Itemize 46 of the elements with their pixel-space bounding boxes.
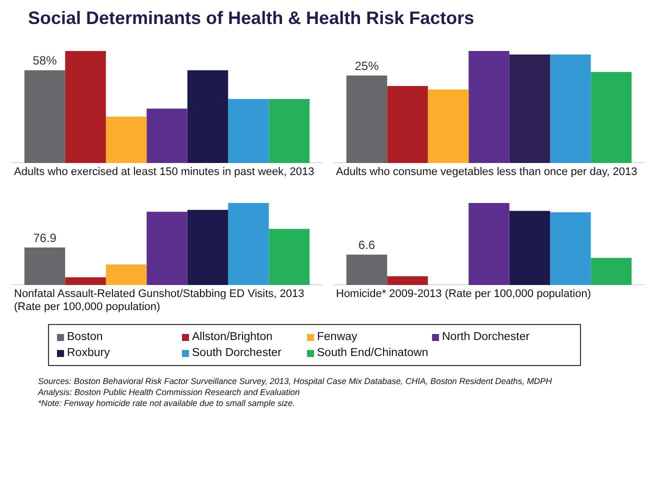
legend-label: South End/Chinatown <box>317 347 428 359</box>
bar <box>187 70 228 163</box>
bar <box>468 203 510 285</box>
bar <box>509 210 550 285</box>
bar <box>228 203 269 285</box>
bar <box>268 228 310 285</box>
bar <box>346 76 388 163</box>
bar <box>387 276 428 285</box>
bar <box>106 264 147 285</box>
data-label: 58% <box>32 54 58 68</box>
x-axis-title: Nonfatal Assault-Related Gunshot/Stabbing ED Visits, 2013 (Rate per 100,000 population) <box>13 287 306 314</box>
legend-label: Roxbury <box>67 347 110 359</box>
legend-label: Boston <box>67 331 103 343</box>
bar <box>187 210 228 285</box>
bar <box>346 254 388 285</box>
bar <box>268 99 310 163</box>
bar <box>24 70 66 163</box>
bar <box>468 51 510 163</box>
data-label: 76.9 <box>33 230 57 245</box>
text: *Note: Fenway homicide rate not available due to small sample size. <box>38 398 296 409</box>
bar <box>550 54 591 163</box>
legend-label: North Dorchester <box>442 331 530 343</box>
bar <box>228 99 269 163</box>
x-axis-title: Adults who exercised at least 150 minutes in past week, 2013 <box>13 165 316 179</box>
bar <box>550 212 591 285</box>
data-label: 6.6 <box>358 238 376 252</box>
bar <box>146 108 188 163</box>
bar <box>106 116 147 163</box>
chart-title: Social Determinants of Health & Health Risk Factors <box>28 8 476 29</box>
x-axis-title: Homicide* 2009-2013 (Rate per 100,000 population) <box>335 287 592 301</box>
bar <box>509 54 550 163</box>
data-label: 25% <box>354 58 380 73</box>
legend-label: Allston/Brighton <box>192 331 273 343</box>
bar <box>65 51 106 163</box>
bar <box>428 90 469 163</box>
bar <box>590 258 632 285</box>
text: Analysis: Boston Public Health Commission Research and Evaluation <box>38 387 301 398</box>
legend-label: South Dorchester <box>192 347 282 359</box>
legend-label: Fenway <box>317 331 358 343</box>
source-note: Sources: Boston Behavioral Risk Factor Surveillance Survey, 2013, Hospital Case Mix Database, CHIA, Boston Resident Deaths, MDPH <box>38 376 553 387</box>
x-axis-title: Adults who consume vegetables less than once per day, 2013 <box>335 165 638 179</box>
bar <box>387 86 428 163</box>
bar <box>146 212 188 285</box>
bar <box>590 72 632 163</box>
bar <box>65 277 106 285</box>
bar <box>24 247 66 285</box>
